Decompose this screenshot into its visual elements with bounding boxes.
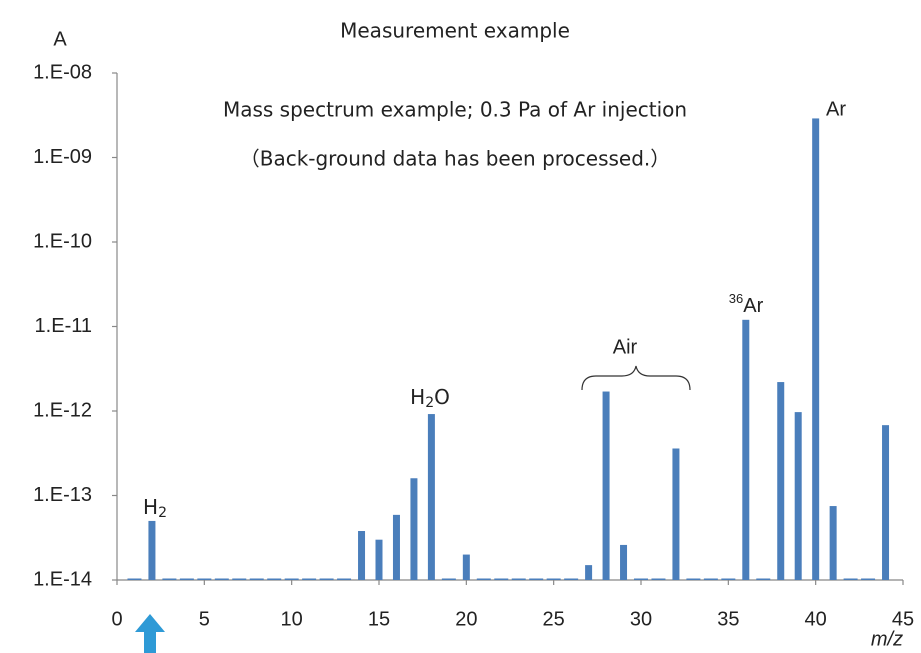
y-tick-label: 1.E-08	[33, 61, 92, 83]
bar	[179, 578, 194, 580]
x-axis-label: m/z	[871, 628, 903, 650]
y-tick-label: 1.E-11	[35, 315, 92, 337]
bar	[375, 539, 383, 580]
bar	[529, 578, 544, 580]
bar	[686, 578, 701, 580]
peak-label: H2	[143, 495, 167, 522]
annotation: （Back-ground data has been processed.）	[240, 147, 671, 171]
peak-label-part: 2	[158, 505, 167, 521]
bar	[546, 578, 561, 580]
bar	[214, 578, 229, 580]
bar	[162, 578, 177, 580]
peak-label-part: H	[143, 495, 158, 519]
x-tick-label: 20	[455, 608, 477, 630]
bar	[585, 565, 593, 580]
bar	[651, 578, 666, 580]
x-tick-label: 15	[368, 608, 390, 630]
y-tick-label: 1.E-10	[33, 230, 92, 252]
peak-label-part: 2	[425, 395, 434, 411]
annotation: Mass spectrum example; 0.3 Pa of Ar inje…	[223, 98, 687, 122]
x-tick-label: 35	[717, 608, 739, 630]
bar	[843, 578, 858, 580]
bar	[476, 578, 491, 580]
bar	[861, 578, 876, 580]
bar	[494, 578, 509, 580]
peak-label: Air	[613, 336, 638, 358]
bar	[302, 578, 317, 580]
bar	[564, 578, 579, 580]
bar	[829, 506, 837, 580]
x-tick-label: 40	[805, 608, 827, 630]
bar	[249, 578, 264, 580]
bar	[358, 531, 366, 580]
x-tick-label: 5	[199, 608, 210, 630]
bar	[672, 448, 680, 580]
bar	[427, 414, 435, 580]
bar	[441, 578, 456, 580]
x-tick-label: 30	[630, 608, 652, 630]
y-tick-label: 1.E-12	[33, 399, 92, 421]
peak-label: H2O	[410, 385, 450, 412]
bar	[410, 478, 418, 580]
y-tick-label: 1.E-14	[33, 568, 92, 590]
bar	[267, 578, 282, 580]
peak-label-part: Ar	[743, 295, 763, 317]
x-tick-label: 0	[111, 608, 122, 630]
bar	[756, 578, 771, 580]
bar	[511, 578, 526, 580]
y-axis-label: A	[53, 28, 67, 50]
bar	[882, 425, 890, 580]
x-tick-label: 25	[543, 608, 565, 630]
x-tick-label: 10	[281, 608, 303, 630]
y-tick-label: 1.E-13	[33, 484, 92, 506]
bar	[634, 578, 648, 580]
bar	[620, 544, 628, 580]
bar	[812, 118, 820, 580]
peak-label-part: 36	[729, 291, 743, 306]
peak-label-part: H	[410, 385, 425, 409]
y-tick-label: 1.E-09	[33, 146, 92, 168]
arrow	[135, 614, 165, 653]
peak-label-part: O	[434, 385, 450, 409]
bracket	[581, 365, 691, 391]
bar	[602, 391, 610, 580]
bar	[703, 578, 718, 580]
bar	[319, 578, 334, 580]
bar	[721, 578, 736, 580]
bar	[337, 578, 352, 580]
x-tick-label: 45	[892, 608, 914, 630]
bar	[148, 520, 156, 580]
bar	[794, 412, 802, 580]
chart-title: Measurement example	[340, 19, 570, 43]
bar	[392, 514, 400, 580]
bar	[777, 382, 785, 580]
bar	[462, 554, 470, 580]
bar	[284, 578, 299, 580]
peak-label: 36Ar	[729, 291, 764, 317]
bar	[197, 578, 212, 580]
peak-label: Ar	[826, 98, 846, 120]
bar	[127, 578, 142, 580]
bar	[232, 578, 247, 580]
bar	[742, 319, 750, 580]
